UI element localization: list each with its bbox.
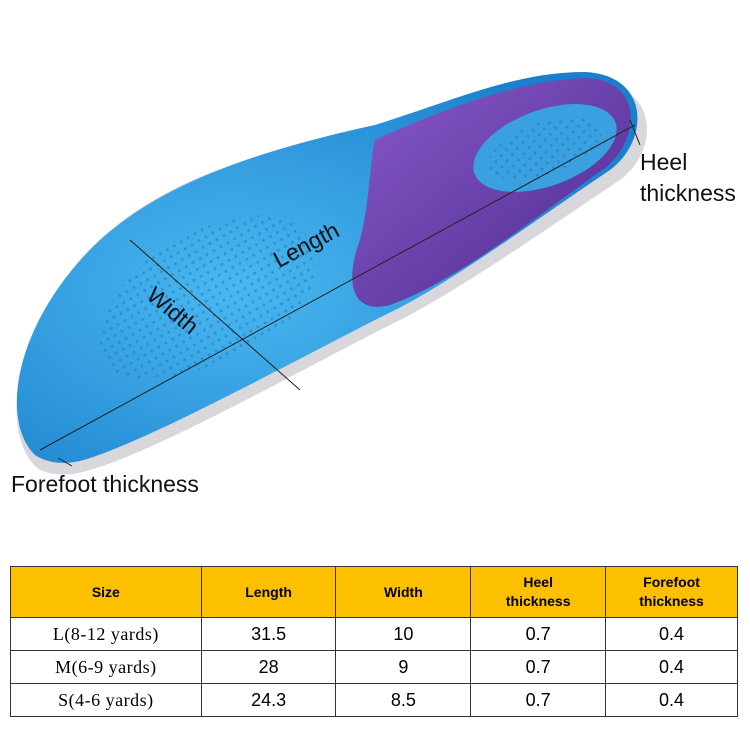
header-length: Length (200, 566, 337, 618)
cell-width: 8.5 (335, 683, 472, 717)
table-row: S(4-6 yards) 24.3 8.5 0.7 0.4 (10, 683, 738, 717)
cell-width: 9 (335, 650, 472, 684)
forefoot-thickness-label: Forefoot thickness (11, 471, 199, 497)
cell-heel: 0.7 (470, 683, 607, 717)
cell-forefoot: 0.4 (605, 683, 738, 717)
cell-width: 10 (335, 617, 472, 651)
table-header-row: Size Length Width Heel thickness Forefoot… (10, 566, 738, 618)
header-forefoot-thickness: Forefoot thickness (605, 566, 738, 618)
table-row: L(8-12 yards) 31.5 10 0.7 0.4 (10, 617, 738, 651)
cell-length: 28 (200, 650, 337, 684)
size-table: Size Length Width Heel thickness Forefoot… (10, 566, 738, 717)
table-row: M(6-9 yards) 28 9 0.7 0.4 (10, 650, 738, 684)
cell-length: 24.3 (200, 683, 337, 717)
heel-label-line2: thickness (640, 180, 736, 206)
cell-size: M(6-9 yards) (10, 650, 202, 684)
insole-photo (16, 72, 648, 475)
header-width: Width (335, 566, 472, 618)
heel-label-line1: Heel (640, 149, 688, 175)
cell-heel: 0.7 (470, 650, 607, 684)
cell-size: S(4-6 yards) (10, 683, 202, 717)
cell-forefoot: 0.4 (605, 617, 738, 651)
insole (16, 72, 648, 475)
heel-thickness-label: Heel thickness (640, 147, 736, 209)
header-size: Size (10, 566, 202, 618)
header-heel-thickness: Heel thickness (470, 566, 607, 618)
cell-forefoot: 0.4 (605, 650, 738, 684)
measure-lines (39, 119, 641, 467)
cell-length: 31.5 (200, 617, 337, 651)
cell-heel: 0.7 (470, 617, 607, 651)
cell-size: L(8-12 yards) (10, 617, 202, 651)
